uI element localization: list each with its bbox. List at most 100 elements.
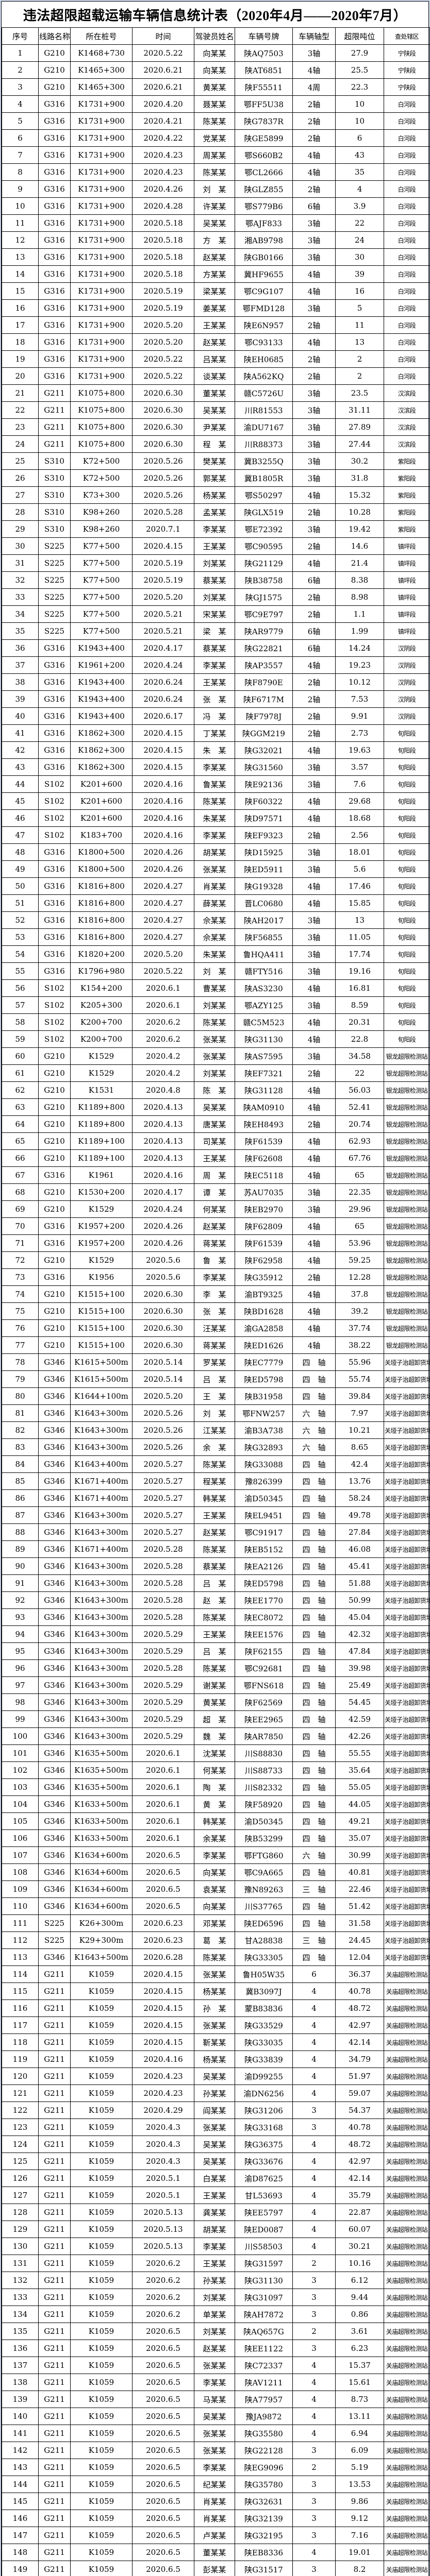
- table-cell: 2020.6.5: [132, 2476, 194, 2493]
- table-cell: 2020.6.1: [132, 1778, 194, 1796]
- table-cell: 8.65: [335, 1438, 384, 1456]
- table-cell: 91: [2, 1574, 39, 1592]
- table-cell: 关垭子治超卸货场: [384, 1540, 430, 1558]
- table-cell: 宁陕段: [384, 78, 430, 96]
- table-cell: 邓某某: [194, 1914, 235, 1932]
- table-cell: 2020.5.29: [132, 1727, 194, 1745]
- table-cell: 98: [2, 1693, 39, 1711]
- table-cell: K77+500: [70, 554, 133, 572]
- table-cell: 2020.5.6: [132, 1251, 194, 1269]
- table-cell: 冀HF9655: [235, 265, 293, 283]
- table-cell: 2020.6.5: [132, 1880, 194, 1898]
- table-cell: K77+500: [70, 605, 133, 623]
- table-cell: 陕D15925: [235, 843, 293, 861]
- table-cell: G211: [38, 2340, 71, 2357]
- table-cell: K1796+980: [70, 962, 133, 980]
- table-cell: K1635+500m: [70, 1761, 133, 1779]
- table-cell: K1529: [70, 1251, 133, 1269]
- table-cell: 何某某: [194, 1761, 235, 1779]
- table-cell: 117: [2, 2016, 39, 2034]
- table-cell: 6: [2, 129, 39, 147]
- table-cell: 55.05: [335, 1778, 384, 1796]
- table-cell: 2020.4.23: [132, 2067, 194, 2085]
- table-cell: 2020.5.22: [132, 962, 194, 980]
- table-cell: 2020.4.22: [132, 129, 194, 147]
- table-cell: 2020.5.20: [132, 945, 194, 963]
- table-cell: 37.74: [335, 1319, 384, 1337]
- table-cell: 关垭子治超卸货场: [384, 1863, 430, 1881]
- table-cell: 3轴: [292, 248, 336, 266]
- table-cell: 银龙超限检测站: [384, 1166, 430, 1184]
- table-cell: 陕G35912: [235, 1268, 293, 1286]
- table-cell: K1059: [70, 2016, 133, 2034]
- table-cell: 关垭子治超卸货场: [384, 1948, 430, 1966]
- table-cell: 蒋某某: [194, 1234, 235, 1252]
- table-cell: 关庙超限检测站: [384, 2067, 430, 2085]
- table-cell: S310: [38, 486, 71, 504]
- table-cell: 13.53: [335, 2476, 384, 2493]
- table-cell: 旬阳段: [384, 741, 430, 759]
- table-cell: 郭某某: [194, 469, 235, 487]
- table-cell: 3轴: [292, 775, 336, 793]
- table-cell: 9.91: [335, 707, 384, 725]
- table-cell: 关垭子治超卸货场: [384, 1761, 430, 1779]
- table-cell: K1731+900: [70, 350, 133, 368]
- table-row: 43 G316 K1862+300 2020.4.15 李某某 陕G31560 3轴 3.57…: [2, 758, 430, 776]
- table-cell: 关垭子治超卸货场: [384, 1421, 430, 1439]
- table-header-row: 序号 线路名称 所在桩号 时间 驾驶员姓名 车辆号牌 车辆轴型 超限吨位 查处辖区: [2, 27, 430, 45]
- table-cell: 2轴: [292, 605, 336, 623]
- table-cell: 57: [2, 996, 39, 1014]
- table-cell: 旬阳段: [384, 894, 430, 912]
- table-cell: 陕A77957: [235, 2391, 293, 2408]
- column-header: 驾驶员姓名: [194, 27, 235, 45]
- table-cell: 4: [292, 2544, 336, 2561]
- table-cell: S225: [38, 537, 71, 555]
- table-cell: 2020.4.23: [132, 146, 194, 164]
- table-cell: 陈 某: [194, 1081, 235, 1099]
- table-cell: 关庙超限检测站: [384, 2272, 430, 2289]
- table-cell: 67.76: [335, 1149, 384, 1167]
- table-cell: 渝D99255: [235, 2067, 293, 2085]
- table-row: 9 G316 K1731+900 2020.4.26 刘 某陕GLZ855 2轴 4 白河段: [2, 180, 430, 198]
- table-cell: 关庙超限检测站: [384, 2476, 430, 2493]
- table-cell: 3轴: [292, 452, 336, 470]
- table-row: 108 G346 K1634+600m 2020.6.5 向某某 鄂C9A665 四 轴 40…: [2, 1863, 430, 1881]
- table-cell: 四 轴: [292, 1676, 336, 1694]
- table-row: 16 G316 K1731+900 2020.5.19 姜某某 鄂FMD128 3轴 5 白河段: [2, 299, 430, 317]
- table-row: 111 S225 K26+300m 2020.6.23 邓某某 陕ED6596 四 轴 31.…: [2, 1914, 430, 1932]
- table-cell: 关垭子治超卸货场: [384, 1353, 430, 1371]
- table-cell: 吕某某: [194, 350, 235, 368]
- table-cell: 3.9: [335, 197, 384, 215]
- table-cell: 64: [2, 1115, 39, 1133]
- table-cell: G211: [38, 2187, 71, 2204]
- table-cell: S225: [38, 1914, 71, 1932]
- table-cell: 四 轴: [292, 1710, 336, 1728]
- table-cell: 关庙超限检测站: [384, 1999, 430, 2017]
- table-cell: 2020.5.13: [132, 2221, 194, 2238]
- table-cell: 刘某某: [194, 996, 235, 1014]
- table-cell: 2020.4.17: [132, 1183, 194, 1201]
- table-row: 123 G211 K1059 2020.4.3 张某某 陕G33168 3 40.78 关庙超限…: [2, 2119, 430, 2136]
- table-cell: G316: [38, 690, 71, 708]
- table-cell: K1643+300m: [70, 1710, 133, 1728]
- table-cell: 39.98: [335, 1659, 384, 1677]
- table-cell: 镇坪段: [384, 537, 430, 555]
- table-cell: K1059: [70, 2221, 133, 2238]
- table-cell: K1961: [70, 1166, 133, 1184]
- table-cell: 豫JA9872: [235, 2408, 293, 2425]
- column-header: 序号: [2, 27, 39, 45]
- table-cell: 余 某: [194, 1438, 235, 1456]
- table-cell: 白河段: [384, 112, 430, 130]
- table-cell: 关垭子治超卸货场: [384, 1795, 430, 1813]
- table-cell: 银龙超限检测站: [384, 1200, 430, 1218]
- table-cell: 唐某某: [194, 1115, 235, 1133]
- table-cell: 17.46: [335, 877, 384, 895]
- table-cell: 35.64: [335, 1761, 384, 1779]
- table-cell: 蒙B83836: [235, 1999, 293, 2017]
- table-cell: 吴某某: [194, 2408, 235, 2425]
- table-cell: 2轴: [292, 1268, 336, 1286]
- table-cell: 紫阳段: [384, 452, 430, 470]
- table-cell: 陕G31206: [235, 2102, 293, 2119]
